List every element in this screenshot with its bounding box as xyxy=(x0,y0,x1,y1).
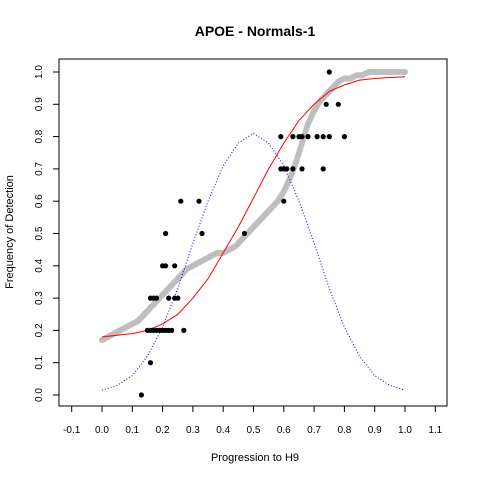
black-data-point xyxy=(323,101,329,107)
y-tick-label: 0.1 xyxy=(34,355,45,369)
black-data-point xyxy=(299,134,305,140)
black-data-point xyxy=(169,327,175,333)
black-data-point xyxy=(178,198,184,204)
black-data-point xyxy=(147,360,154,366)
x-tick-label: 1.0 xyxy=(398,425,412,436)
y-tick-label: 0.7 xyxy=(34,162,45,176)
y-tick-label: 0.6 xyxy=(34,194,45,208)
y-tick-label: 0.8 xyxy=(34,129,45,143)
y-tick-label: 0.0 xyxy=(34,388,45,402)
black-data-point xyxy=(326,134,332,140)
black-data-point xyxy=(314,134,320,140)
black-data-point xyxy=(166,295,172,301)
x-tick-label: 0.1 xyxy=(125,425,139,436)
black-data-point xyxy=(163,263,169,269)
x-axis-label: Progression to H9 xyxy=(211,452,299,464)
blue-density-series xyxy=(101,132,406,391)
y-tick-label: 0.4 xyxy=(34,258,45,272)
black-data-point xyxy=(305,134,311,140)
x-tick-label: 0.6 xyxy=(277,425,291,436)
chart-title: APOE - Normals-1 xyxy=(195,23,316,39)
black-data-point xyxy=(153,295,160,301)
x-tick-label: 0.2 xyxy=(156,425,170,436)
blue-density-line xyxy=(101,132,406,391)
black-data-point xyxy=(320,166,326,172)
black-points-series xyxy=(138,69,347,398)
black-data-point xyxy=(172,263,178,269)
x-axis: -0.1 0.0 0.1 0.2 0.3 0.4 0.5 0.6 0.7 0.8 0.9 1.0 1.1 xyxy=(63,406,443,436)
y-tick-label: 0.3 xyxy=(34,291,45,305)
black-data-point xyxy=(138,392,144,398)
black-data-point xyxy=(290,134,296,140)
x-tick-label: -0.1 xyxy=(63,425,81,436)
black-data-point xyxy=(199,230,205,237)
black-data-point xyxy=(281,198,287,204)
black-data-point xyxy=(290,166,296,172)
black-data-point xyxy=(241,230,247,237)
black-data-point xyxy=(196,198,202,204)
black-data-point xyxy=(299,166,305,172)
x-tick-label: 0.9 xyxy=(368,425,382,436)
y-axis: 0.0 0.1 0.2 0.3 0.4 0.5 0.6 0.7 0.8 0.9 1.0 xyxy=(34,65,59,402)
black-data-point xyxy=(175,295,181,301)
black-data-point xyxy=(341,134,347,140)
black-data-point xyxy=(326,69,332,75)
y-tick-label: 0.5 xyxy=(34,226,45,240)
gray-curve-point xyxy=(402,69,408,75)
y-axis-label: Frequency of Detection xyxy=(4,175,16,289)
black-data-point xyxy=(320,134,326,140)
x-tick-label: 0.3 xyxy=(186,425,200,436)
black-data-point xyxy=(163,230,169,237)
x-tick-label: 0.8 xyxy=(337,425,351,436)
x-tick-label: 0.5 xyxy=(247,425,261,436)
black-data-point xyxy=(181,327,187,333)
black-data-point xyxy=(278,134,284,140)
x-tick-label: 0.4 xyxy=(216,425,230,436)
y-tick-label: 0.2 xyxy=(34,323,45,337)
x-tick-label: 0.0 xyxy=(95,425,109,436)
y-tick-label: 0.9 xyxy=(34,97,45,111)
x-tick-label: 0.7 xyxy=(307,425,321,436)
black-data-point xyxy=(284,166,290,172)
y-tick-label: 1.0 xyxy=(34,65,45,79)
black-data-point xyxy=(335,101,341,107)
x-tick-label: 1.1 xyxy=(428,425,442,436)
